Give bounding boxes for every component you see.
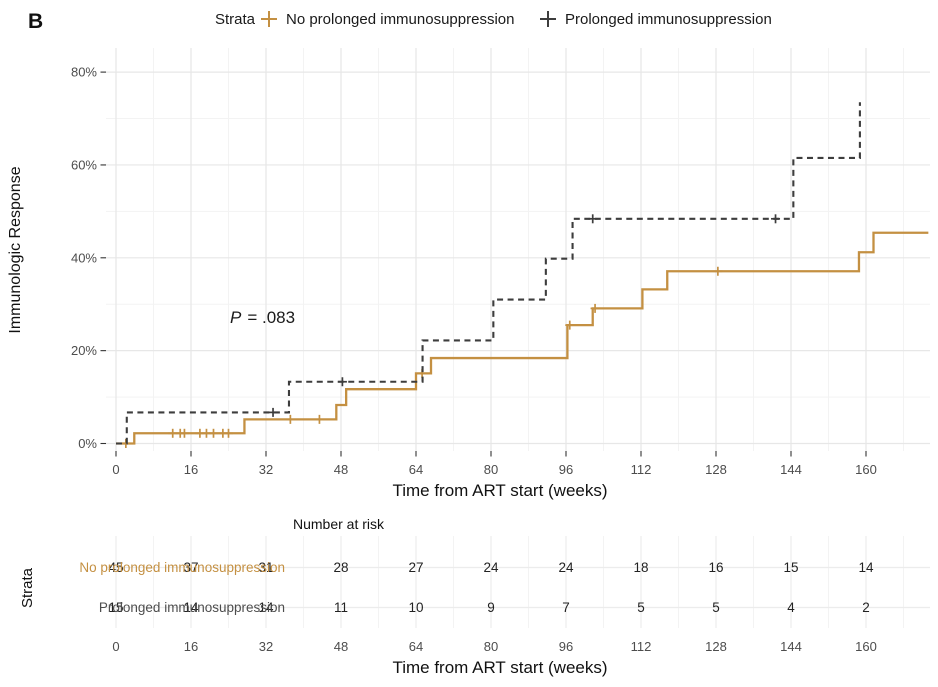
- risk-count: 14: [258, 600, 274, 615]
- gridlines: [106, 48, 930, 451]
- risk-count: 28: [333, 560, 348, 575]
- risk-time-label: 128: [705, 639, 727, 654]
- legend: Strata No prolonged immunosuppression Pr…: [215, 11, 772, 28]
- y-tick-label: 20%: [71, 343, 97, 358]
- risk-row-label-prolonged: Prolonged immunosuppression: [99, 600, 285, 615]
- risk-time-label: 160: [855, 639, 877, 654]
- y-tick-label: 40%: [71, 250, 97, 265]
- risk-time-label: 144: [780, 639, 802, 654]
- km-curve-prolonged: [116, 102, 861, 445]
- risk-count: 10: [408, 600, 423, 615]
- y-axis-title: Immunologic Response: [7, 166, 24, 333]
- x-axis-title: Time from ART start (weeks): [392, 481, 607, 500]
- risk-count: 27: [408, 560, 423, 575]
- legend-title: Strata: [215, 11, 256, 28]
- risk-count: 16: [708, 560, 723, 575]
- risk-time-label: 80: [484, 639, 498, 654]
- x-tick-label: 64: [409, 462, 423, 477]
- y-tick-label: 80%: [71, 65, 97, 80]
- risk-x-axis-title: Time from ART start (weeks): [392, 658, 607, 677]
- y-tick-label: 60%: [71, 157, 97, 172]
- y-tick-label: 0%: [78, 436, 97, 451]
- risk-count: 14: [183, 600, 199, 615]
- risk-count: 45: [108, 560, 123, 575]
- risk-row-label-no-prolonged: No prolonged immunosuppression: [79, 560, 285, 575]
- risk-table-strata-axis-label: Strata: [19, 567, 36, 608]
- legend-item-label: No prolonged immunosuppression: [286, 11, 514, 28]
- x-tick-label: 80: [484, 462, 498, 477]
- legend-item-prolonged: Prolonged immunosuppression: [540, 11, 772, 28]
- axes: 0 16 32 48 64 80 96 112 128 144 160 0% 20% 40% 60% 80%: [71, 65, 877, 477]
- risk-time-label: 96: [559, 639, 573, 654]
- risk-time-label: 16: [184, 639, 198, 654]
- risk-count: 18: [633, 560, 648, 575]
- x-tick-label: 0: [112, 462, 119, 477]
- legend-item-no-prolonged: No prolonged immunosuppression: [261, 11, 514, 28]
- risk-count: 2: [862, 600, 870, 615]
- risk-count: 15: [108, 600, 123, 615]
- x-tick-label: 32: [259, 462, 273, 477]
- risk-time-label: 48: [334, 639, 348, 654]
- x-tick-label: 16: [184, 462, 198, 477]
- x-tick-label: 160: [855, 462, 877, 477]
- risk-count: 37: [183, 560, 198, 575]
- x-tick-label: 48: [334, 462, 348, 477]
- risk-table-values: 45 37 31 28 27 24 24 18 16 15 14 15 14 14 11 10 9 7 5 5 4 2 0 1…: [106, 536, 930, 654]
- risk-count: 24: [558, 560, 574, 575]
- x-tick-label: 128: [705, 462, 727, 477]
- plus-key-icon: [261, 11, 277, 27]
- km-curve-no-prolonged: [116, 231, 929, 445]
- x-tick-label: 112: [631, 462, 652, 477]
- risk-count: 31: [258, 560, 273, 575]
- risk-time-label: 0: [112, 639, 119, 654]
- risk-count: 9: [487, 600, 495, 615]
- risk-count: 5: [712, 600, 720, 615]
- risk-count: 5: [637, 600, 645, 615]
- p-value-annotation: P = .083: [230, 308, 295, 327]
- survival-curves: [116, 102, 929, 448]
- risk-count: 7: [562, 600, 570, 615]
- legend-item-label: Prolonged immunosuppression: [565, 11, 772, 28]
- panel-label: B: [28, 10, 43, 33]
- risk-count: 24: [483, 560, 499, 575]
- x-tick-label: 96: [559, 462, 573, 477]
- risk-count: 11: [334, 600, 348, 615]
- risk-time-label: 64: [409, 639, 423, 654]
- risk-count: 15: [783, 560, 798, 575]
- plus-key-icon: [540, 11, 556, 27]
- risk-count: 14: [858, 560, 874, 575]
- risk-table-title: Number at risk: [293, 516, 385, 532]
- risk-time-label: 32: [259, 639, 273, 654]
- risk-count: 4: [787, 600, 795, 615]
- x-tick-label: 144: [780, 462, 802, 477]
- risk-time-label: 112: [631, 639, 652, 654]
